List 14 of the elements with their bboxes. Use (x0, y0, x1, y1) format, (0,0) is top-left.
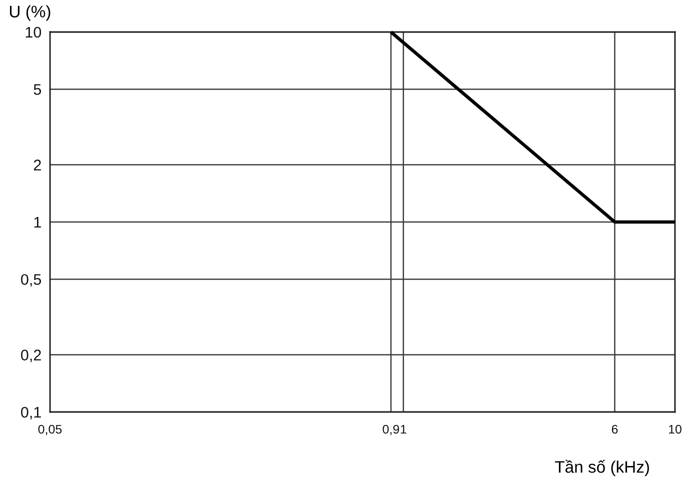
y-tick-label: 0,1 (21, 406, 41, 420)
y-tick-label: 0,5 (21, 274, 42, 287)
x-tick-label: 1 (400, 424, 406, 434)
y-tick-label: 0,2 (21, 350, 41, 362)
y-tick-label: 2 (34, 160, 41, 170)
x-tick-label: 0,05 (38, 424, 62, 436)
y-tick-label: 10 (26, 26, 42, 38)
y-tick-label: 1 (34, 217, 41, 228)
x-tick-label: 0,9 (382, 424, 400, 436)
y-tick-label: 5 (34, 84, 42, 95)
y-axis-title: U (%) (10, 5, 50, 21)
x-axis-title: Tần số (kHz) (554, 460, 649, 476)
x-tick-label: 10 (669, 424, 682, 434)
x-tick-label: 6 (612, 424, 618, 434)
